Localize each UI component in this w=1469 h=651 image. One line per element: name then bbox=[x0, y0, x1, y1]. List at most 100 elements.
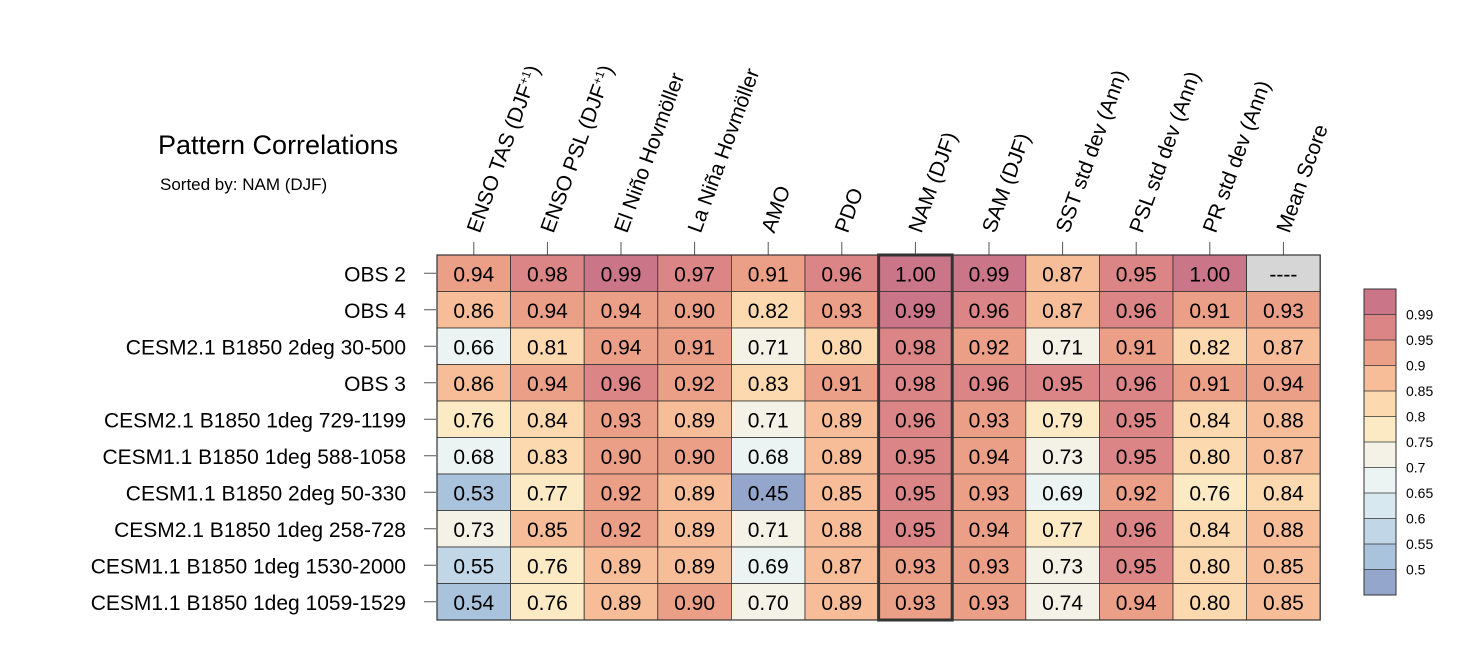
cell-value-label: 0.93 bbox=[969, 555, 1010, 578]
cell-value-label: 0.93 bbox=[821, 300, 862, 323]
cell-value-label: 0.77 bbox=[527, 482, 568, 505]
heatmap-cell bbox=[510, 327, 585, 365]
colorbar-band bbox=[1364, 289, 1396, 315]
cell-value-label: 0.69 bbox=[748, 555, 789, 578]
colorbar-level-label: 0.8 bbox=[1406, 409, 1426, 425]
cell-value-label: 0.84 bbox=[527, 409, 568, 432]
heatmap-cell bbox=[731, 473, 806, 511]
row-labels: OBS 2 OBS 4 CESM2.1 B1850 2deg 30-500 OBS 3… bbox=[91, 263, 436, 615]
cell-value-label: 0.87 bbox=[1263, 446, 1304, 469]
cell-value-label: 0.89 bbox=[601, 592, 642, 615]
colorbar-band bbox=[1364, 442, 1396, 468]
colorbar-band bbox=[1364, 569, 1396, 596]
heatmap-cell bbox=[583, 583, 659, 621]
cell-value-label: 0.86 bbox=[453, 300, 494, 323]
cell-value-label: 0.76 bbox=[1189, 482, 1230, 505]
heatmap-cell bbox=[731, 583, 806, 621]
heatmap-cell bbox=[804, 583, 879, 621]
highlighted-column-box bbox=[877, 253, 954, 622]
colorbar-level-label: 0.85 bbox=[1406, 383, 1433, 399]
cell-value-label: 0.88 bbox=[1263, 409, 1304, 432]
heatmap-cell bbox=[657, 437, 732, 475]
cell-value-label: 0.76 bbox=[527, 592, 568, 615]
cell-value-label: 0.89 bbox=[821, 409, 862, 432]
heatmap-cell bbox=[878, 254, 953, 292]
heatmap-cell bbox=[1246, 254, 1321, 292]
cell-value-label: 0.55 bbox=[453, 555, 494, 578]
heatmap-cell bbox=[1246, 437, 1321, 475]
heatmap-cell bbox=[1025, 437, 1100, 475]
heatmap-cell bbox=[1099, 510, 1174, 548]
heatmap-cell bbox=[731, 364, 806, 402]
colorbar-level-label: 0.7 bbox=[1406, 460, 1426, 476]
cell-value-label: 0.89 bbox=[821, 592, 862, 615]
heatmap-cell bbox=[510, 546, 585, 584]
heatmap-cell bbox=[583, 546, 659, 584]
heatmap-cell bbox=[436, 254, 511, 292]
cell-value-label: 0.79 bbox=[1042, 409, 1083, 432]
chart-title: Pattern Correlations bbox=[158, 130, 398, 160]
cell-value-label: 0.83 bbox=[527, 446, 568, 469]
cell-value-label: 0.94 bbox=[527, 300, 568, 323]
colorbar-band bbox=[1364, 416, 1396, 443]
heatmap-cell bbox=[731, 546, 806, 584]
heatmap-cell bbox=[510, 583, 585, 621]
cell-value-label: 0.95 bbox=[1116, 555, 1157, 578]
cell-value-label: 0.91 bbox=[821, 373, 862, 396]
heatmap-cell bbox=[951, 473, 1027, 511]
cell-value-label: 0.83 bbox=[748, 373, 789, 396]
heatmap-cell bbox=[1246, 364, 1321, 402]
cell-value-label: 0.96 bbox=[1116, 519, 1157, 542]
heatmap-cell bbox=[951, 291, 1027, 329]
heatmap-cell bbox=[1099, 291, 1174, 329]
heatmap-cell bbox=[731, 291, 806, 329]
cell-value-label: 0.81 bbox=[527, 336, 568, 359]
row-label: CESM1.1 B1850 2deg 50-330 bbox=[126, 482, 406, 505]
cell-value-label: 0.98 bbox=[527, 263, 568, 286]
cell-value-label: 0.94 bbox=[1263, 373, 1304, 396]
heatmap-cell bbox=[583, 473, 659, 511]
heatmap-cell bbox=[1172, 254, 1247, 292]
cell-value-label: 0.96 bbox=[969, 373, 1010, 396]
cell-value-label: 0.96 bbox=[601, 373, 642, 396]
cell-value-label: 0.88 bbox=[1263, 519, 1304, 542]
cell-value-label: 0.85 bbox=[1263, 592, 1304, 615]
cell-value-label: 0.94 bbox=[969, 519, 1010, 542]
cell-value-label: 0.82 bbox=[1189, 336, 1230, 359]
colorbar-band bbox=[1364, 467, 1396, 494]
cell-value-label: 0.92 bbox=[674, 373, 715, 396]
cell-value-label: 0.89 bbox=[674, 555, 715, 578]
cell-value-label: 0.54 bbox=[453, 592, 494, 615]
colorbar-band bbox=[1364, 365, 1396, 392]
colorbar-level-label: 0.75 bbox=[1406, 434, 1433, 450]
cell-value-label: 0.71 bbox=[748, 336, 789, 359]
cell-value-label: 0.98 bbox=[895, 336, 936, 359]
colorbar-level-label: 0.6 bbox=[1406, 511, 1426, 527]
cell-value-label: 0.92 bbox=[1116, 482, 1157, 505]
cell-value-label: 0.45 bbox=[748, 482, 789, 505]
heatmap-cell bbox=[657, 291, 732, 329]
heatmap-cell bbox=[1025, 546, 1100, 584]
cell-value-label: 0.91 bbox=[1189, 300, 1230, 323]
cell-value-label: 1.00 bbox=[895, 263, 936, 286]
heatmap-cell bbox=[1099, 254, 1174, 292]
row-label: CESM2.1 B1850 2deg 30-500 bbox=[126, 336, 406, 359]
cell-value-label: 0.70 bbox=[748, 592, 789, 615]
heatmap-cell bbox=[1025, 364, 1100, 402]
cell-value-label: 0.93 bbox=[969, 592, 1010, 615]
colorbar-band bbox=[1364, 518, 1396, 545]
heatmap-cell bbox=[1099, 400, 1174, 438]
cell-value-label: 0.90 bbox=[674, 446, 715, 469]
row-label: OBS 3 bbox=[344, 373, 406, 396]
column-label: SST std dev (Ann) bbox=[1052, 67, 1132, 236]
cell-value-label: 0.85 bbox=[527, 519, 568, 542]
cell-value-label: 0.66 bbox=[453, 336, 494, 359]
cell-value-label: 0.95 bbox=[1116, 446, 1157, 469]
colorbar-level-label: 0.65 bbox=[1406, 485, 1433, 501]
column-label: SAM (DJF) bbox=[978, 130, 1035, 235]
cell-value-label: 0.99 bbox=[601, 263, 642, 286]
cell-value-label: 0.87 bbox=[1263, 336, 1304, 359]
cell-value-label: 0.90 bbox=[601, 446, 642, 469]
colorbar-border bbox=[1363, 288, 1397, 596]
heatmap-cell bbox=[951, 510, 1027, 548]
